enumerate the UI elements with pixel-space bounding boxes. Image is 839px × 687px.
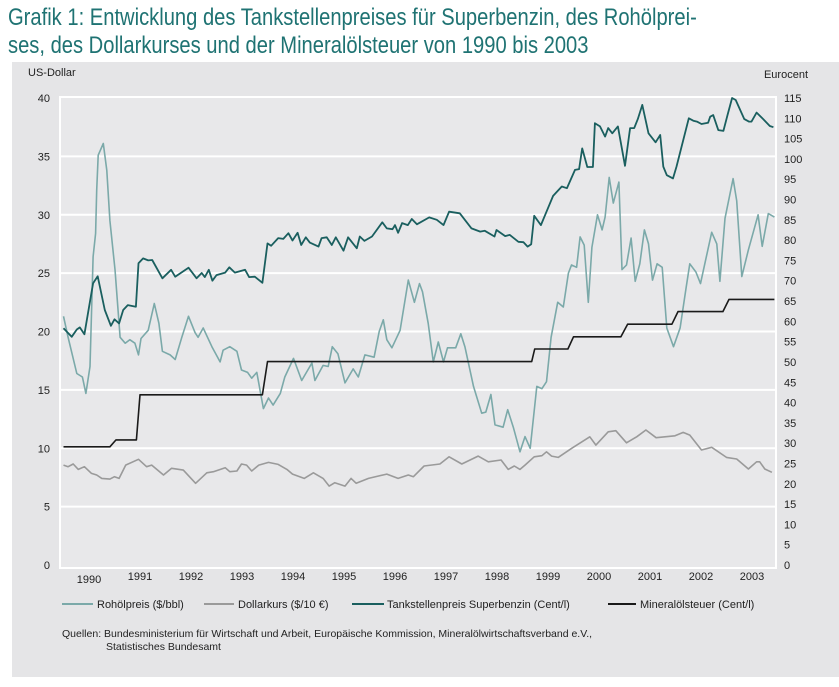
y-tick-right: 85 <box>784 215 796 227</box>
y-tick-right: 40 <box>784 398 796 410</box>
y-tick-left: 0 <box>44 560 50 572</box>
x-tick: 1990 <box>77 574 101 586</box>
y-tick-left: 40 <box>38 93 50 105</box>
y-tick-right: 30 <box>784 438 796 450</box>
y-axis-left-label: US-Dollar <box>28 67 76 79</box>
y-tick-right: 20 <box>784 479 796 491</box>
legend-label: Dollarkurs ($/10 €) <box>238 599 328 611</box>
legend-label: Tankstellenpreis Superbenzin (Cent/l) <box>387 599 570 611</box>
y-tick-left: 25 <box>38 268 50 280</box>
y-tick-left: 30 <box>38 210 50 222</box>
x-tick: 1994 <box>281 571 305 583</box>
y-tick-right: 75 <box>784 255 796 267</box>
y-tick-right: 5 <box>784 540 790 552</box>
chart-title-line: Grafik 1: Entwicklung des Tankstellenpre… <box>8 4 697 31</box>
x-tick: 1996 <box>383 571 407 583</box>
y-tick-left: 35 <box>38 151 50 163</box>
series-line-0 <box>62 142 775 453</box>
y-tick-right: 45 <box>784 377 796 389</box>
x-tick: 1997 <box>434 571 458 583</box>
y-tick-right: 80 <box>784 235 796 247</box>
series-line-2 <box>62 97 774 338</box>
legend-label: Rohölpreis ($/bbl) <box>97 599 184 611</box>
y-tick-right: 50 <box>784 357 796 369</box>
x-tick: 2002 <box>689 571 713 583</box>
chart-title-line: ses, des Dollarkurses und der Mineralöls… <box>8 32 589 59</box>
y-tick-right: 100 <box>784 154 802 166</box>
y-tick-right: 15 <box>784 499 796 511</box>
x-tick: 1999 <box>536 571 560 583</box>
y-tick-right: 70 <box>784 276 796 288</box>
x-tick: 1992 <box>179 571 203 583</box>
series-line-1 <box>63 429 773 487</box>
y-tick-right: 55 <box>784 337 796 349</box>
y-tick-left: 15 <box>38 385 50 397</box>
x-tick: 1993 <box>230 571 254 583</box>
y-axis-right-label: Eurocent <box>764 69 808 81</box>
x-tick: 2001 <box>638 571 662 583</box>
legend-label: Mineralölsteuer (Cent/l) <box>640 599 754 611</box>
y-tick-left: 5 <box>44 502 50 514</box>
sources-line: Quellen: Bundesministerium für Wirtschaf… <box>62 628 593 640</box>
y-tick-left: 20 <box>38 327 50 339</box>
x-tick: 1991 <box>128 571 152 583</box>
x-tick: 2003 <box>740 571 764 583</box>
y-tick-left: 10 <box>38 443 50 455</box>
y-tick-right: 35 <box>784 418 796 430</box>
chart-title: Grafik 1: Entwicklung des Tankstellenpre… <box>8 4 828 60</box>
y-tick-right: 25 <box>784 458 796 470</box>
series-line-3 <box>63 298 775 448</box>
x-tick: 1998 <box>485 571 509 583</box>
y-tick-right: 10 <box>784 519 796 531</box>
y-tick-right: 0 <box>784 560 790 572</box>
y-tick-right: 115 <box>784 93 802 105</box>
x-tick: 2000 <box>587 571 611 583</box>
y-tick-right: 90 <box>784 195 796 207</box>
y-tick-right: 60 <box>784 316 796 328</box>
y-tick-right: 95 <box>784 174 796 186</box>
x-tick: 1995 <box>332 571 356 583</box>
y-tick-right: 105 <box>784 134 802 146</box>
y-tick-right: 65 <box>784 296 796 308</box>
sources-line: Statistisches Bundesamt <box>106 641 221 653</box>
y-tick-right: 110 <box>784 113 802 125</box>
